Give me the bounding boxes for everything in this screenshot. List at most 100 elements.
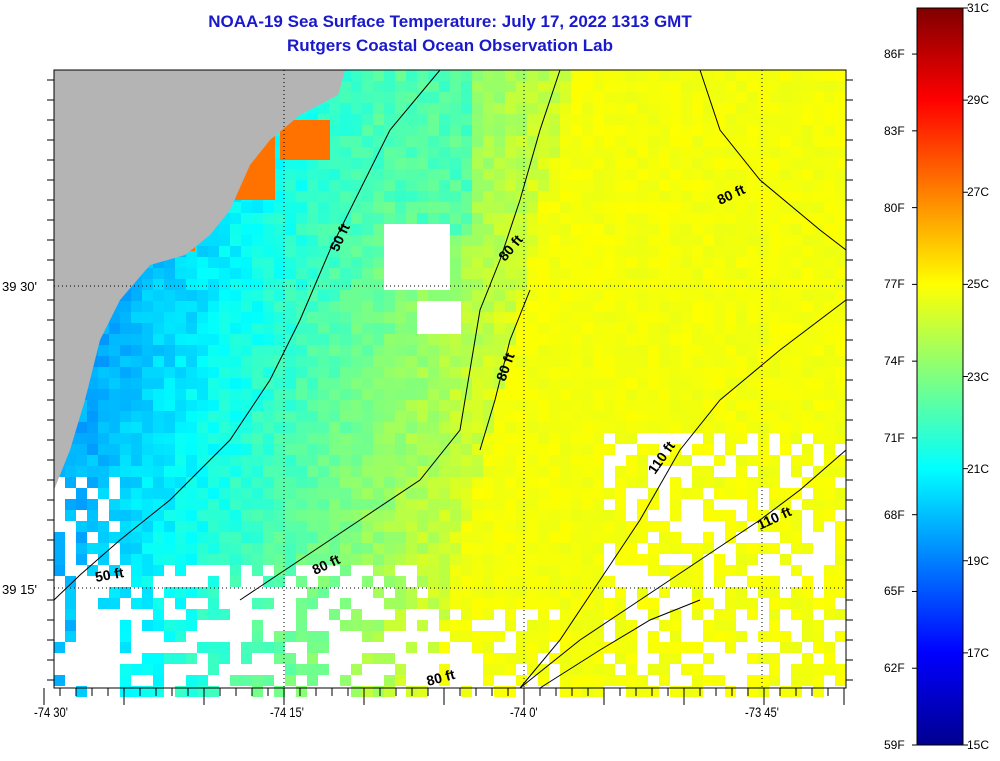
sst-cell: [208, 378, 219, 389]
sst-cell: [329, 180, 340, 191]
sst-cell: [835, 81, 846, 92]
sst-cell: [835, 488, 846, 499]
sst-cell: [692, 477, 703, 488]
sst-cell: [747, 576, 758, 587]
sst-cell: [483, 301, 494, 312]
sst-cell: [494, 466, 505, 477]
sst-cell: [549, 147, 560, 158]
sst-cell: [538, 312, 549, 323]
sst-cell: [164, 532, 175, 543]
sst-cell: [274, 554, 285, 565]
sst-cell: [648, 191, 659, 202]
x-tick-label: -74 0': [510, 704, 538, 720]
sst-cell: [648, 103, 659, 114]
sst-cell: [307, 422, 318, 433]
sst-cell: [637, 334, 648, 345]
sst-cell: [648, 158, 659, 169]
sst-cell: [791, 488, 802, 499]
sst-cell: [769, 466, 780, 477]
sst-cell: [758, 510, 769, 521]
sst-cell: [505, 257, 516, 268]
sst-cell: [659, 312, 670, 323]
sst-cell: [318, 433, 329, 444]
sst-cell: [296, 576, 307, 587]
sst-cell: [835, 422, 846, 433]
sst-cell: [725, 499, 736, 510]
sst-cell: [296, 235, 307, 246]
sst-cell: [681, 565, 692, 576]
sst-cell: [472, 290, 483, 301]
sst-cell: [296, 422, 307, 433]
sst-cell: [461, 213, 472, 224]
sst-cell: [406, 268, 417, 279]
sst-cell: [373, 378, 384, 389]
sst-cell: [802, 400, 813, 411]
sst-cell: [835, 609, 846, 620]
sst-cell: [175, 455, 186, 466]
sst-cell: [494, 598, 505, 609]
sst-cell: [527, 444, 538, 455]
sst-cell: [439, 224, 450, 235]
sst-cell: [659, 290, 670, 301]
sst-cell: [835, 532, 846, 543]
sst-cell: [417, 92, 428, 103]
sst-cell: [54, 631, 65, 642]
sst-cell: [384, 631, 395, 642]
sst-cell: [549, 136, 560, 147]
sst-cell: [329, 675, 340, 686]
sst-cell: [758, 466, 769, 477]
sst-cell: [736, 598, 747, 609]
sst-cell: [395, 686, 406, 697]
sst-cell: [373, 114, 384, 125]
sst-cell: [175, 323, 186, 334]
sst-cell: [208, 345, 219, 356]
sst-cell: [175, 367, 186, 378]
sst-cell: [747, 290, 758, 301]
sst-cell: [747, 466, 758, 477]
sst-cell: [648, 664, 659, 675]
sst-cell: [296, 257, 307, 268]
sst-cell: [87, 620, 98, 631]
sst-cell: [714, 455, 725, 466]
sst-cell: [439, 543, 450, 554]
sst-cell: [296, 477, 307, 488]
sst-cell: [483, 312, 494, 323]
sst-cell: [417, 576, 428, 587]
sst-cell: [417, 598, 428, 609]
sst-cell: [417, 422, 428, 433]
sst-cell: [483, 136, 494, 147]
sst-cell: [98, 598, 109, 609]
sst-cell: [648, 499, 659, 510]
sst-cell: [362, 400, 373, 411]
sst-cell: [791, 433, 802, 444]
sst-cell: [516, 576, 527, 587]
sst-cell: [351, 158, 362, 169]
sst-cell: [296, 180, 307, 191]
sst-cell: [318, 488, 329, 499]
sst-cell: [307, 433, 318, 444]
sst-cell: [505, 466, 516, 477]
sst-cell: [560, 609, 571, 620]
sst-cell: [494, 510, 505, 521]
sst-cell: [681, 532, 692, 543]
sst-cell: [714, 235, 725, 246]
sst-cell: [373, 191, 384, 202]
sst-cell: [164, 268, 175, 279]
sst-cell: [109, 367, 120, 378]
sst-cell: [626, 521, 637, 532]
sst-cell: [813, 114, 824, 125]
sst-cell: [87, 554, 98, 565]
sst-cell: [659, 631, 670, 642]
sst-cell: [736, 521, 747, 532]
sst-cell: [670, 246, 681, 257]
sst-cell: [450, 576, 461, 587]
sst-cell: [384, 114, 395, 125]
sst-cell: [395, 598, 406, 609]
sst-cell: [87, 675, 98, 686]
sst-cell: [329, 587, 340, 598]
sst-cell: [395, 532, 406, 543]
sst-cell: [758, 92, 769, 103]
sst-cell: [274, 180, 285, 191]
sst-cell: [571, 576, 582, 587]
sst-cell: [703, 521, 714, 532]
